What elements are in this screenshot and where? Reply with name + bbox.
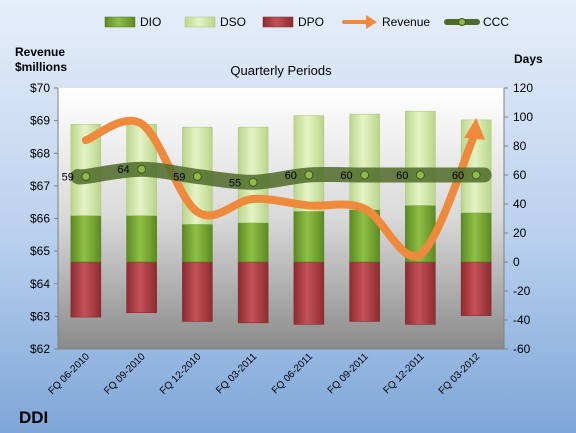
ccc-marker xyxy=(248,177,258,187)
ccc-marker xyxy=(360,170,370,180)
legend-swatch xyxy=(104,16,136,28)
ccc-marker xyxy=(137,164,147,174)
revenue-line xyxy=(81,116,479,261)
bar-dio xyxy=(293,211,325,263)
y-left-tick-label: $65 xyxy=(30,244,50,258)
y-right-tick-label: 120 xyxy=(513,81,533,95)
y-left-tick-label: $70 xyxy=(30,81,50,95)
chart-title: Quarterly Periods xyxy=(230,63,332,78)
bar-dpo xyxy=(460,261,492,316)
ccc-marker xyxy=(471,170,481,180)
ccc-data-label: 60 xyxy=(285,170,297,182)
legend-label: DPO xyxy=(298,15,324,29)
legend-swatch-marker xyxy=(458,18,466,26)
bar-dpo xyxy=(293,261,325,325)
y-left-tick-label: $67 xyxy=(30,179,50,193)
y-left-label-line2: $millions xyxy=(15,60,67,74)
bar-dpo xyxy=(126,261,157,313)
legend-label: Revenue xyxy=(382,15,430,29)
plot-area xyxy=(58,88,504,349)
ccc-marker xyxy=(81,171,91,181)
bar-dso xyxy=(293,115,325,212)
y-right-label: Days xyxy=(514,52,543,66)
legend-swatch xyxy=(184,16,216,28)
y-right-tick-label: -40 xyxy=(513,313,531,327)
y-right-tick-label: 60 xyxy=(513,168,527,182)
y-left-label-line1: Revenue xyxy=(15,45,65,59)
y-right-tick-label: 0 xyxy=(513,255,520,269)
ccc-data-label: 55 xyxy=(229,177,241,189)
legend: DIO DSO DPO Revenue CCC xyxy=(104,15,509,29)
legend-label: CCC xyxy=(483,15,509,29)
y-right-tick-label: -20 xyxy=(513,284,531,298)
y-left-tick-label: $66 xyxy=(30,212,50,226)
bar-dpo xyxy=(182,261,213,322)
y-left-tick-label: $69 xyxy=(30,114,50,128)
bar-dpo xyxy=(237,261,269,324)
bar-dpo xyxy=(405,261,436,325)
y-left-tick-label: $62 xyxy=(30,342,50,356)
legend-swatch xyxy=(262,16,294,28)
ccc-data-label: 64 xyxy=(117,164,129,176)
ccc-marker xyxy=(192,171,202,181)
legend-swatch-arrow xyxy=(366,15,377,29)
y-right-tick-label: 100 xyxy=(513,110,533,124)
ccc-marker xyxy=(304,170,314,180)
bar-dio xyxy=(70,215,102,263)
bar-dio xyxy=(182,224,213,263)
ccc-data-label: 60 xyxy=(452,170,464,182)
lines: 59 64 59 55 60 60 60 60 xyxy=(62,116,492,261)
y-right-tick-label: -60 xyxy=(513,342,531,356)
revenue-arrow-head xyxy=(464,117,486,140)
bar-dio xyxy=(460,212,492,263)
y-left-tick-label: $68 xyxy=(30,146,50,160)
company-label: DDI xyxy=(19,408,48,427)
y-left-tick-label: $63 xyxy=(30,309,50,323)
y-right-tick-label: 20 xyxy=(513,226,527,240)
bar-dso xyxy=(405,110,436,206)
ccc-data-label: 60 xyxy=(340,170,352,182)
bar-dio xyxy=(237,222,269,263)
y-right-tick-label: 80 xyxy=(513,139,527,153)
ccc-data-label: 59 xyxy=(62,171,74,183)
bar-dpo xyxy=(349,261,380,322)
ccc-marker xyxy=(415,170,425,180)
legend-label: DSO xyxy=(220,15,246,29)
ccc-data-label: 59 xyxy=(173,171,185,183)
bar-dso xyxy=(349,113,380,211)
ccc-line xyxy=(70,161,492,190)
bar-dio xyxy=(126,215,157,263)
bar-dpo xyxy=(70,261,102,318)
y-right-tick-label: 40 xyxy=(513,197,527,211)
ccc-data-label: 60 xyxy=(396,170,408,182)
y-left-tick-label: $64 xyxy=(30,277,50,291)
legend-label: DIO xyxy=(140,15,161,29)
